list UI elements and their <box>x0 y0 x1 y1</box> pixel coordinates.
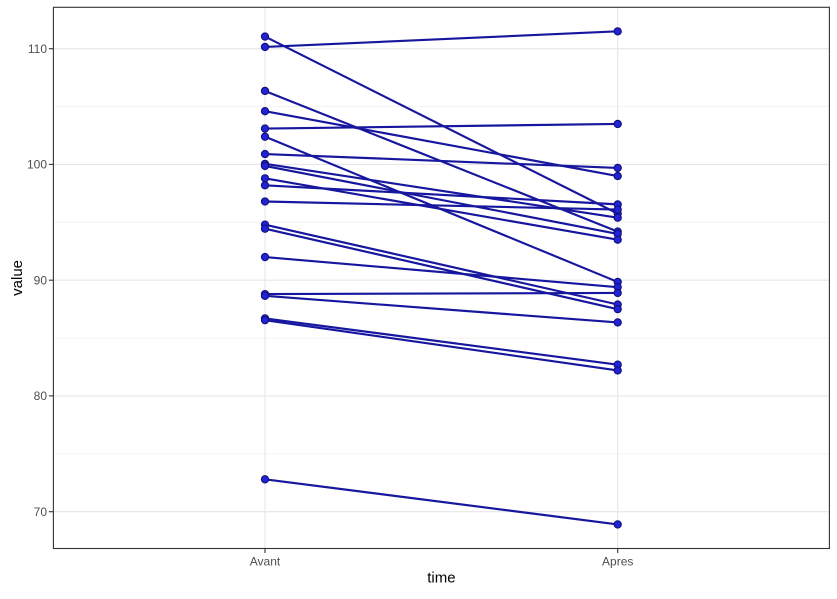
svg-text:90: 90 <box>34 273 48 287</box>
svg-text:time: time <box>427 570 455 587</box>
svg-text:100: 100 <box>27 158 47 172</box>
svg-text:Apres: Apres <box>602 555 633 569</box>
svg-text:70: 70 <box>34 505 48 519</box>
svg-text:80: 80 <box>34 389 48 403</box>
svg-text:110: 110 <box>28 42 47 56</box>
svg-text:Avant: Avant <box>250 555 281 569</box>
svg-text:value: value <box>9 260 26 296</box>
